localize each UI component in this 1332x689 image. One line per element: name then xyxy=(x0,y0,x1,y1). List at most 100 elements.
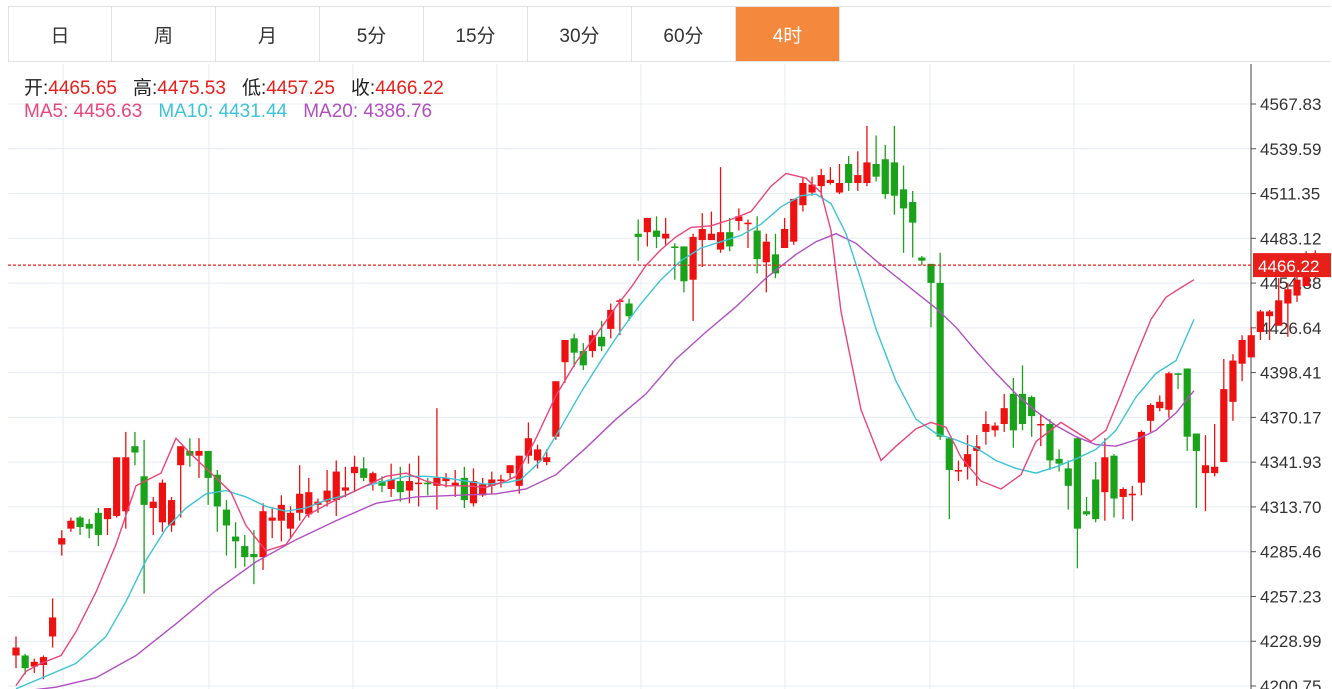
candle-body xyxy=(1256,311,1264,333)
y-tick-label: 4200.75 xyxy=(1260,677,1321,689)
candle-body xyxy=(387,479,395,490)
tab-60min[interactable]: 60分 xyxy=(632,7,736,61)
candle-body xyxy=(140,476,148,505)
low-value: 4457.25 xyxy=(266,78,335,99)
candle-body xyxy=(899,189,908,209)
candle-body xyxy=(964,454,972,467)
candle-body xyxy=(268,517,276,521)
candle-body xyxy=(479,484,487,496)
candle-body xyxy=(469,481,478,504)
candle-body xyxy=(845,163,853,184)
candle-body xyxy=(662,233,670,239)
candle-body xyxy=(85,523,93,529)
candle-body xyxy=(424,482,432,485)
candle-body xyxy=(177,446,185,466)
candle-body xyxy=(954,469,963,472)
candle-body xyxy=(1000,408,1008,424)
y-tick-label: 4341.93 xyxy=(1260,453,1321,472)
candle-body xyxy=(506,465,514,474)
tab-4hour[interactable]: 4时 xyxy=(736,7,840,61)
candle-body xyxy=(250,554,258,558)
open-value: 4465.65 xyxy=(48,78,117,99)
ma20-value: 4386.76 xyxy=(363,101,433,122)
candle-body xyxy=(204,450,212,478)
candle-body xyxy=(94,512,102,535)
candle-body xyxy=(451,482,459,486)
candle-body xyxy=(735,216,743,222)
candle-body xyxy=(1183,368,1191,437)
candle-body xyxy=(753,230,761,260)
candle-body xyxy=(707,233,715,241)
close-value: 4466.22 xyxy=(375,78,444,99)
tab-15min[interactable]: 15分 xyxy=(424,7,528,61)
candle-body xyxy=(350,466,359,474)
candle-body xyxy=(460,477,468,501)
candle-body xyxy=(1055,458,1063,464)
candle-body xyxy=(817,175,825,187)
candle-body xyxy=(360,468,368,478)
candle-body xyxy=(1211,466,1219,474)
candle-body xyxy=(433,477,441,486)
ma5-label: MA5: xyxy=(24,101,69,122)
tab-month[interactable]: 月 xyxy=(216,7,320,61)
candle-body xyxy=(1092,479,1100,520)
candle-body xyxy=(1293,279,1301,296)
candle-body xyxy=(1119,489,1127,497)
candle-body xyxy=(76,517,84,528)
candle-body xyxy=(241,546,249,558)
candle-body xyxy=(341,487,349,491)
candle-body xyxy=(1137,431,1146,483)
tab-5min[interactable]: 5分 xyxy=(320,7,424,61)
candle-body xyxy=(1147,404,1155,421)
candle-body xyxy=(405,481,414,491)
candle-body xyxy=(552,381,560,437)
candle-body xyxy=(332,471,340,501)
candle-body xyxy=(113,457,121,516)
candle-body xyxy=(524,438,532,456)
y-tick-label: 4567.83 xyxy=(1260,95,1321,114)
candle-body xyxy=(1028,397,1036,417)
candle-body xyxy=(808,184,816,193)
candle-body xyxy=(689,236,697,280)
tab-week[interactable]: 周 xyxy=(112,7,216,61)
ma-legend: MA5: 4456.63 MA10: 4431.44 MA20: 4386.76 xyxy=(24,101,432,123)
tab-day[interactable]: 日 xyxy=(8,7,112,61)
candle-body xyxy=(497,479,505,481)
open-label: 开: xyxy=(24,78,49,99)
candle-body xyxy=(598,336,606,347)
candle-body xyxy=(296,493,304,513)
low-label: 低: xyxy=(241,78,267,99)
candle-body xyxy=(39,657,48,665)
ma5-line xyxy=(15,172,1195,687)
candle-body xyxy=(232,536,240,542)
candle-body xyxy=(415,482,423,485)
close-label: 收: xyxy=(350,78,376,99)
candle-body xyxy=(671,246,679,249)
candle-body xyxy=(1220,389,1228,463)
candle-body xyxy=(991,425,999,431)
candle-body xyxy=(49,617,57,637)
ma10-label: MA10: xyxy=(158,101,214,122)
candle-body xyxy=(277,504,285,521)
candle-body xyxy=(1064,468,1072,486)
candle-body xyxy=(222,509,231,526)
period-tabs: 日 周 月 5分 15分 30分 60分 4时 xyxy=(8,6,1331,62)
candle-body xyxy=(533,449,542,461)
candle-body xyxy=(625,303,633,317)
candle-body xyxy=(1284,289,1292,304)
candle-body xyxy=(305,492,313,515)
candle-body xyxy=(570,338,578,353)
candle-body xyxy=(634,233,642,237)
candle-body xyxy=(1275,300,1283,326)
y-tick-label: 4398.41 xyxy=(1260,364,1321,383)
candle-body xyxy=(854,175,862,184)
candle-body xyxy=(12,647,20,656)
candle-body xyxy=(1229,360,1237,402)
candle-body xyxy=(286,512,295,529)
candle-body xyxy=(680,246,688,282)
candle-body xyxy=(872,163,880,177)
candle-body xyxy=(579,351,587,366)
y-tick-label: 4257.23 xyxy=(1260,587,1321,606)
tab-30min[interactable]: 30分 xyxy=(528,7,632,61)
